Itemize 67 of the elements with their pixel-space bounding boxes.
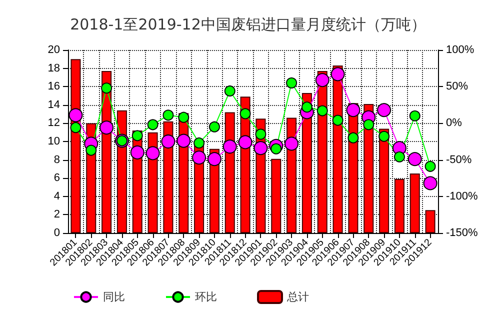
legend-label: 总计 [286,290,309,304]
bar [425,210,436,233]
point [222,140,237,154]
y-tick-label: 4 [54,190,60,202]
point [408,152,422,166]
point [270,143,282,154]
bar [394,179,404,233]
point [284,136,299,151]
y2-tick-label: -100% [446,190,478,202]
y-tick-label: 14 [48,98,60,111]
point [346,103,360,118]
point [301,102,312,113]
point [330,67,345,82]
point [207,152,222,166]
point [316,105,328,116]
legend-label: 同比 [103,290,125,304]
point [423,176,438,190]
point [240,108,251,120]
point [162,110,174,121]
point [224,85,236,96]
point [178,112,190,123]
point [377,103,392,118]
y-tick-label: 6 [54,172,60,184]
y2-tick-label: -50% [446,154,472,166]
point [86,144,97,156]
point [146,146,160,160]
y-tick-label: 0 [54,227,60,239]
point [68,108,83,122]
point [70,122,82,134]
y-tick-label: 8 [54,154,60,166]
point [100,120,114,135]
legend-label: 环比 [195,290,217,304]
point [194,137,205,148]
y2-tick-label: 0% [446,117,462,130]
point [161,134,176,148]
point [208,121,220,132]
point [238,135,252,150]
point [192,150,206,165]
point [409,110,420,122]
y2-tick-label: 50% [446,80,468,93]
point [101,82,112,94]
chart-title: 2018-1至2019-12中国废铝进口量月度统计（万吨） [70,16,426,34]
point [255,128,266,140]
point [176,134,191,148]
y2-tick-label: 100% [446,44,474,56]
point [424,160,436,172]
point [363,119,374,130]
y-tick-label: 18 [48,62,60,74]
y-tick-label: 16 [48,80,60,93]
point [254,141,268,156]
bar [410,174,420,233]
y2-tick-label: -150% [446,227,478,239]
point [348,132,359,144]
y-tick-label: 2 [54,208,60,221]
y-tick-label: 20 [48,44,60,56]
bar [379,128,390,233]
point [130,145,144,160]
point [378,130,390,142]
point [394,151,405,162]
y-tick-label: 10 [48,136,60,148]
point [315,73,330,88]
point [132,130,143,142]
point [286,77,298,88]
point [332,114,344,126]
bar [271,158,282,233]
point [147,119,158,130]
y-tick-label: 12 [48,117,60,130]
